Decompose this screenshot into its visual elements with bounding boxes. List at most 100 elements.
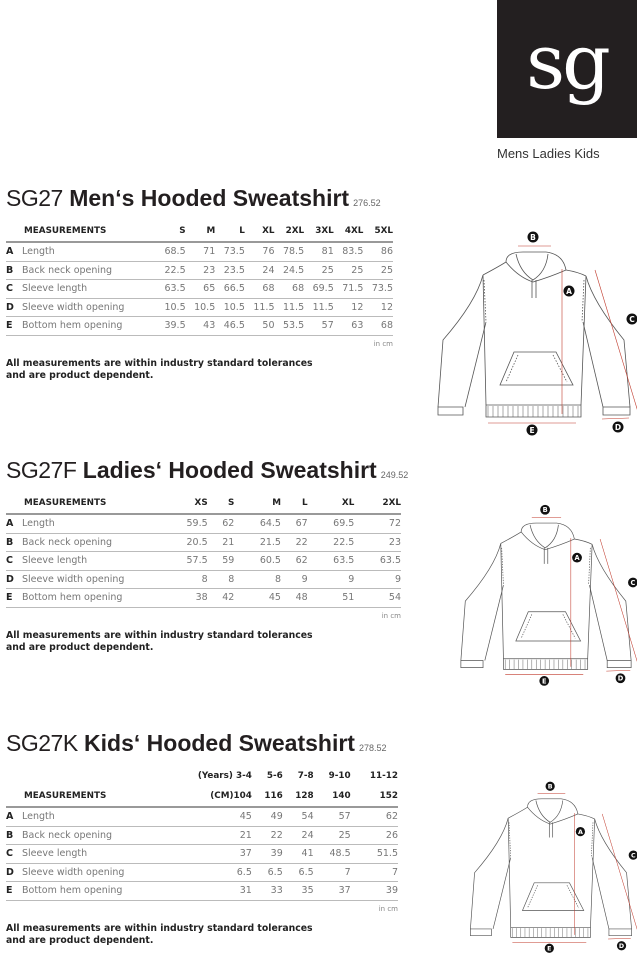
table-cell: 65 [186,280,216,299]
product-number: 278.52 [359,743,387,753]
size-header: 140 [314,791,351,807]
table-cell: 10.5 [186,298,216,317]
tolerance-note: All measurements are within industry sta… [6,923,326,947]
years-header: 11-12 [351,771,398,791]
row-label: Sleeve length [22,555,87,566]
table-cell: 35 [283,882,314,901]
row-letter: D [6,574,22,585]
table-cell: 50 [245,317,275,336]
product-code: SG27 [6,185,63,211]
table-cell: 64.5 [234,514,281,533]
svg-text:D: D [619,943,624,950]
measure-line-cuff [608,938,631,939]
table-cell: 62 [281,552,308,571]
years-header: (Years) 3-4 [161,771,252,791]
size-header: XL [308,498,355,514]
table-cell: 12 [334,298,364,317]
table-cell: 22.5 [308,533,355,552]
table-cell: 57 [304,317,334,336]
table-cell: 25 [314,826,351,845]
svg-text:B: B [543,506,548,514]
row-label: Length [22,811,55,822]
row-letter: D [6,302,22,313]
table-cell: 33 [252,882,283,901]
table-cell: 69.5 [308,514,355,533]
measurements-header: MEASUREMENTS [6,791,161,807]
measurements-header: MEASUREMENTS [6,498,161,514]
table-cell: 63 [334,317,364,336]
table-cell: 62 [351,807,398,826]
table-cell: 86 [363,242,393,261]
table-cell: 71.5 [334,280,364,299]
table-cell: 83.5 [334,242,364,261]
table-cell: 39.5 [156,317,186,336]
svg-text:C: C [629,315,635,324]
table-cell: 7 [351,863,398,882]
label-e: E [539,676,549,686]
table-cell: 48 [281,589,308,608]
svg-text:E: E [529,426,534,435]
label-b: B [528,232,539,243]
years-header: 9-10 [314,771,351,791]
svg-text:A: A [574,554,580,562]
svg-text:A: A [566,287,572,296]
row-label: Back neck opening [22,830,112,841]
svg-text:B: B [530,233,536,242]
table-cell: 10.5 [156,298,186,317]
table-cell: 22.5 [156,261,186,280]
row-label: Sleeve length [22,283,87,294]
measure-line-sleeve [600,539,637,665]
svg-text:C: C [630,579,635,587]
years-header: 5-6 [252,771,283,791]
tolerance-note: All measurements are within industry sta… [6,358,326,382]
size-header: 4XL [334,226,364,242]
label-b: B [540,505,550,515]
size-header: 5XL [363,226,393,242]
product-name: Men‘s Hooded Sweatshirt [69,185,349,211]
table-cell: 73.5 [215,242,245,261]
table-cell: 6.5 [283,863,314,882]
unit-label: in cm [6,905,398,913]
size-header: S [156,226,186,242]
measure-line-sleeve [602,814,637,933]
brand-logo: sg [497,0,637,138]
table-cell: 11.5 [275,298,305,317]
size-header: XL [245,226,275,242]
table-cell: 9 [281,570,308,589]
table-cell: 10.5 [215,298,245,317]
table-cell: 68.5 [156,242,186,261]
table-cell: 73.5 [363,280,393,299]
row-letter: C [6,283,22,294]
table-cell: 49 [252,807,283,826]
label-d: D [617,941,626,950]
row-letter: B [6,537,22,548]
table-cell: 57.5 [161,552,208,571]
svg-text:D: D [618,675,624,683]
row-letter: E [6,320,22,331]
row-label: Bottom hem opening [22,320,122,331]
product-code: SG27K [6,730,78,756]
logo-text: sg [526,24,608,100]
measure-line-cuff [602,418,629,419]
size-header: M [234,498,281,514]
hoodie-outline-icon: A B C D E [452,494,637,694]
svg-text:E: E [542,677,547,685]
measurements-header: MEASUREMENTS [6,226,156,242]
label-d: D [616,673,626,683]
